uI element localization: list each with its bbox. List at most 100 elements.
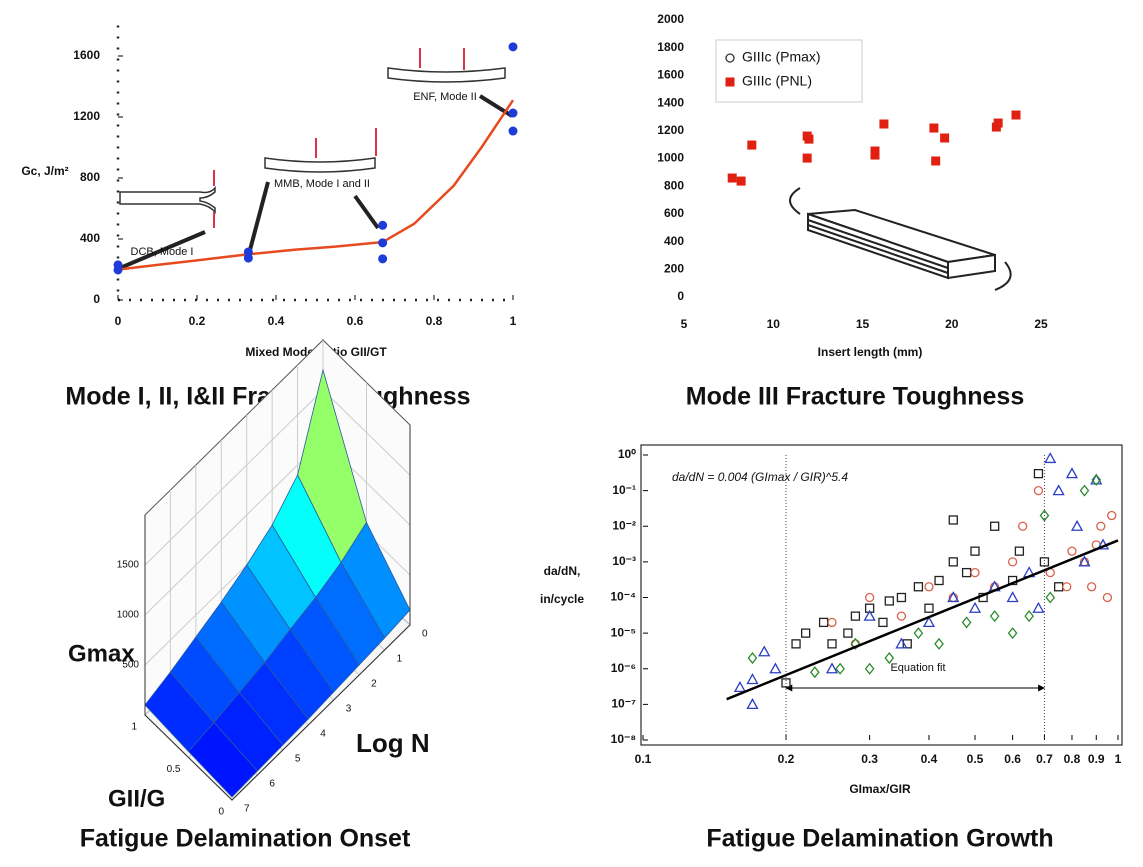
y-tick-label: 200 bbox=[664, 261, 684, 275]
y-axis-label: da/dN, bbox=[544, 564, 581, 578]
point bbox=[801, 628, 811, 638]
mode-iii-specimen bbox=[789, 187, 1012, 291]
point bbox=[929, 123, 939, 133]
point bbox=[508, 126, 518, 136]
point bbox=[1007, 557, 1018, 567]
point bbox=[993, 118, 1003, 128]
y-tick-label: 0.5 bbox=[167, 764, 181, 775]
y-tick-label: 0 bbox=[218, 807, 224, 818]
point bbox=[1033, 468, 1044, 479]
y-tick-label: 400 bbox=[80, 231, 100, 245]
leader-line bbox=[119, 230, 206, 270]
point bbox=[940, 133, 950, 143]
surface-patch bbox=[187, 721, 258, 798]
z-axis-label: Gmax bbox=[68, 640, 135, 667]
mmb-beam bbox=[264, 157, 376, 173]
ply-line bbox=[807, 219, 949, 269]
point bbox=[947, 591, 960, 603]
point bbox=[990, 521, 1000, 531]
point bbox=[1039, 509, 1050, 522]
y-tick-label: 10⁻⁷ bbox=[611, 697, 636, 711]
y-tick-label: 10⁰ bbox=[618, 447, 636, 461]
point bbox=[1091, 473, 1102, 486]
point bbox=[884, 596, 894, 606]
leader-line bbox=[248, 181, 270, 251]
point bbox=[802, 153, 812, 163]
point bbox=[746, 698, 759, 710]
point bbox=[1078, 555, 1091, 567]
z-tick-label: 500 bbox=[122, 660, 139, 671]
x-tick-label: 0.6 bbox=[1004, 752, 1021, 766]
point bbox=[1070, 519, 1084, 531]
x-tick-label: 0.2 bbox=[778, 752, 795, 766]
leader-line bbox=[353, 194, 380, 230]
x-tick-label: 7 bbox=[244, 804, 250, 815]
point bbox=[931, 156, 941, 166]
point bbox=[1018, 521, 1028, 531]
point bbox=[948, 515, 958, 525]
legend-symbol bbox=[725, 77, 735, 87]
x-tick-label: 6 bbox=[269, 779, 275, 790]
x-tick-label: 1 bbox=[510, 314, 517, 328]
box-edge bbox=[144, 624, 411, 801]
x-tick-label: 0.5 bbox=[967, 752, 984, 766]
specimen-sketches bbox=[119, 48, 514, 270]
point bbox=[1014, 546, 1025, 556]
point bbox=[1102, 592, 1113, 603]
y-tick-label: 800 bbox=[664, 178, 684, 192]
annotation: Equation fit bbox=[890, 662, 945, 674]
equation: da/dN = 0.004 (GImax / GIR)^5.4 bbox=[672, 470, 848, 484]
point bbox=[736, 176, 746, 186]
z-tick-label: 1000 bbox=[117, 610, 140, 621]
point bbox=[870, 146, 880, 156]
point bbox=[1079, 484, 1090, 497]
annotation: MMB, Mode I and II bbox=[274, 178, 370, 190]
y-tick-label: 10⁻⁴ bbox=[610, 590, 636, 604]
x-tick-label: 0.1 bbox=[635, 752, 652, 766]
point bbox=[804, 134, 814, 144]
x-tick-label: 5 bbox=[681, 317, 688, 331]
y-tick-label: 10⁻¹ bbox=[612, 483, 636, 497]
y-tick-label: 1600 bbox=[657, 68, 684, 82]
point bbox=[968, 601, 982, 613]
x-tick-label: 0.8 bbox=[426, 314, 443, 328]
point bbox=[378, 220, 388, 230]
point bbox=[934, 637, 944, 650]
point bbox=[747, 140, 757, 150]
point bbox=[1032, 601, 1045, 613]
y-tick-label: 1200 bbox=[657, 123, 684, 137]
x-tick-label: 0.4 bbox=[921, 752, 938, 766]
point bbox=[1033, 485, 1044, 496]
x-tick-label: 2 bbox=[371, 679, 377, 690]
dcb-beam bbox=[119, 185, 216, 215]
x-tick-label: 20 bbox=[945, 317, 959, 331]
enf-beam bbox=[387, 67, 506, 83]
point bbox=[1107, 510, 1117, 521]
x-tick-label: 10 bbox=[767, 317, 781, 331]
plot-frame bbox=[640, 444, 1123, 746]
point bbox=[850, 611, 861, 621]
x-tick-label: 0.9 bbox=[1088, 752, 1105, 766]
point bbox=[864, 592, 875, 603]
point bbox=[961, 616, 972, 629]
point bbox=[902, 639, 912, 649]
point bbox=[508, 108, 518, 118]
point bbox=[989, 610, 1000, 623]
y-tick-label: 1800 bbox=[657, 40, 684, 54]
point bbox=[378, 254, 388, 264]
x-tick-label: 1 bbox=[1115, 752, 1122, 766]
point bbox=[1024, 610, 1034, 623]
point bbox=[733, 681, 747, 693]
point bbox=[827, 639, 837, 649]
y-tick-label: 400 bbox=[664, 234, 684, 248]
point bbox=[948, 557, 958, 567]
point bbox=[922, 616, 936, 628]
point bbox=[769, 662, 782, 674]
x-tick-label: 4 bbox=[320, 729, 326, 740]
y-axis-label: Gc, J/m² bbox=[21, 164, 68, 178]
leader-line bbox=[478, 94, 514, 118]
point bbox=[1054, 582, 1064, 592]
point bbox=[1062, 582, 1072, 592]
point bbox=[924, 582, 934, 592]
